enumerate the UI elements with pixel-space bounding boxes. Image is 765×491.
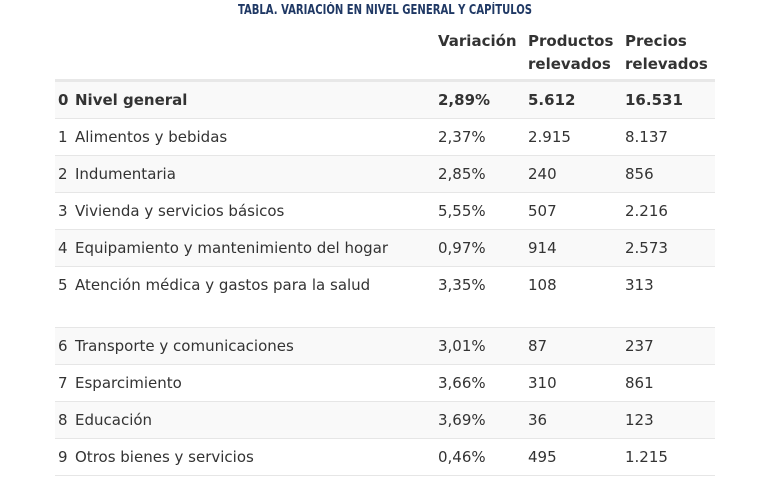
header-productos-relevados: Productos relevados [528, 32, 614, 73]
row-variacion: 0,97% [438, 239, 486, 257]
row-category-name: Esparcimiento [75, 374, 182, 392]
row-number: 3 [58, 202, 68, 220]
row-number: 2 [58, 165, 68, 183]
table-row: 1 Alimentos y bebidas 2,37% 2.915 8.137 [55, 119, 715, 156]
row-variacion: 0,46% [438, 448, 486, 466]
header-divider [55, 79, 715, 82]
row-productos-relevados: 108 [528, 276, 557, 294]
row-category-name: Indumentaria [75, 165, 176, 183]
row-variacion: 3,35% [438, 276, 486, 294]
table-row: 0 Nivel general 2,89% 5.612 16.531 [55, 82, 715, 119]
row-productos-relevados: 495 [528, 448, 557, 466]
row-category-name: Nivel general [75, 91, 188, 109]
row-category-name: Alimentos y bebidas [75, 128, 228, 146]
row-category-name: Vivienda y servicios básicos [75, 202, 285, 220]
table-title: TABLA. VARIACIÓN EN NIVEL GENERAL Y CAPÍ… [237, 3, 533, 18]
row-category-name: Transporte y comunicaciones [75, 337, 294, 355]
row-productos-relevados: 914 [528, 239, 557, 257]
row-number: 7 [58, 374, 68, 392]
row-number: 1 [58, 128, 68, 146]
row-precios-relevados: 856 [625, 165, 654, 183]
table-row: 6 Transporte y comunicaciones 3,01% 87 237 [55, 328, 715, 365]
row-variacion: 3,66% [438, 374, 486, 392]
table-row: 3 Vivienda y servicios básicos 5,55% 507 2.2… [55, 193, 715, 230]
row-productos-relevados: 240 [528, 165, 557, 183]
row-productos-relevados: 310 [528, 374, 557, 392]
row-precios-relevados: 2.216 [625, 202, 668, 220]
data-table: 0 Nivel general 2,89% 5.612 16.531 1 Alimentos… [55, 82, 715, 476]
row-productos-relevados: 87 [528, 337, 548, 355]
row-precios-relevados: 1.215 [625, 448, 668, 466]
row-category-name: Educación [75, 411, 153, 429]
row-precios-relevados: 2.573 [625, 239, 668, 257]
row-number: 0 [58, 91, 69, 109]
row-productos-relevados: 36 [528, 411, 548, 429]
table-row: 2 Indumentaria 2,85% 240 856 [55, 156, 715, 193]
row-productos-relevados: 507 [528, 202, 557, 220]
row-variacion: 2,37% [438, 128, 486, 146]
row-precios-relevados: 313 [625, 276, 654, 294]
table-row: 7 Esparcimiento 3,66% 310 861 [55, 365, 715, 402]
row-variacion: 2,85% [438, 165, 486, 183]
table-row: 9 Otros bienes y servicios 0,46% 495 1.215 [55, 439, 715, 476]
row-productos-relevados: 5.612 [528, 91, 576, 109]
row-category-name: Otros bienes y servicios [75, 448, 254, 466]
row-number: 9 [58, 448, 68, 466]
row-productos-relevados: 2.915 [528, 128, 571, 146]
row-number: 8 [58, 411, 68, 429]
row-precios-relevados: 861 [625, 374, 654, 392]
row-precios-relevados: 16.531 [625, 91, 683, 109]
table-header: Variación Productos relevados Precios re… [0, 30, 765, 80]
row-variacion: 5,55% [438, 202, 486, 220]
table-row: 4 Equipamiento y mantenimiento del hogar 0… [55, 230, 715, 267]
header-variacion: Variación [438, 32, 517, 50]
row-number: 5 [58, 276, 68, 294]
row-precios-relevados: 123 [625, 411, 654, 429]
row-number: 6 [58, 337, 68, 355]
header-precios-relevados: Precios relevados [625, 32, 708, 73]
row-precios-relevados: 237 [625, 337, 654, 355]
table-row: 8 Educación 3,69% 36 123 [55, 402, 715, 439]
row-category-name: Atención médica y gastos para la salud [75, 276, 371, 294]
row-precios-relevados: 8.137 [625, 128, 668, 146]
row-variacion: 2,89% [438, 91, 491, 109]
row-category-name: Equipamiento y mantenimiento del hogar [75, 239, 389, 257]
table-row: 5 Atención médica y gastos para la salud 3… [55, 267, 715, 328]
row-variacion: 3,69% [438, 411, 486, 429]
row-number: 4 [58, 239, 68, 257]
row-variacion: 3,01% [438, 337, 486, 355]
